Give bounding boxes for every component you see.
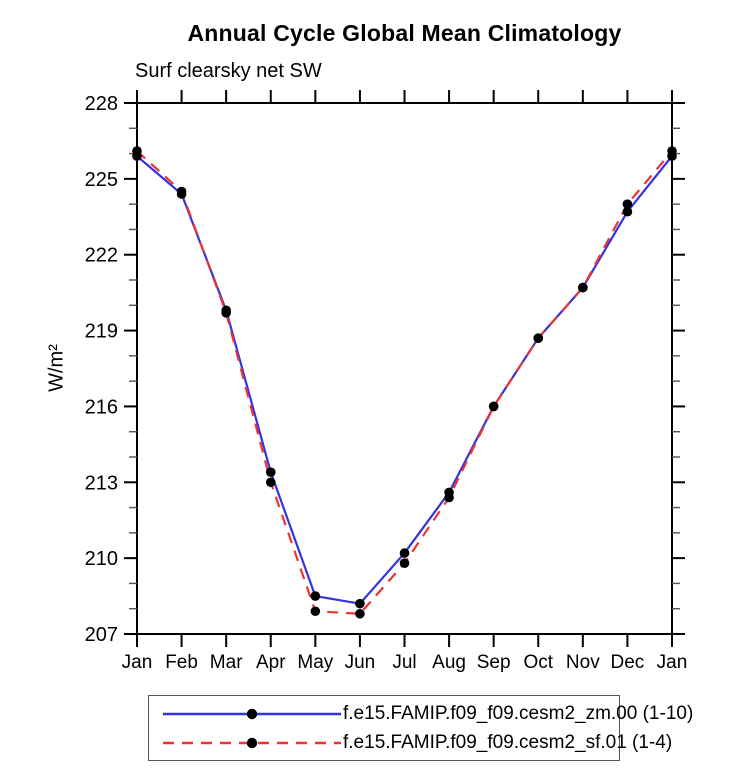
y-tick-label: 207 (85, 624, 118, 646)
x-tick-label: Oct (523, 652, 553, 673)
y-tick-label: 219 (85, 321, 118, 343)
series-line-0 (136, 155, 673, 605)
legend: f.e15.FAMIP.f09_f09.cesm2_zm.00 (1-10) f… (148, 695, 693, 761)
x-tick-label: Nov (566, 652, 600, 673)
series-line-1 (136, 150, 673, 615)
legend-row-sf01: f.e15.FAMIP.f09_f09.cesm2_sf.01 (1-4) (161, 729, 672, 756)
y-tick-label: 216 (85, 396, 118, 418)
data-marker-1 (533, 333, 544, 343)
data-marker-1 (265, 477, 276, 488)
data-marker-0 (399, 548, 410, 558)
y-tick-label: 225 (85, 169, 118, 191)
data-marker-0 (355, 598, 365, 609)
data-marker-1 (622, 199, 633, 209)
x-tick-label: Feb (165, 652, 198, 673)
x-tick-label: Jan (122, 652, 153, 673)
legend-line-solid-icon (163, 708, 341, 719)
data-marker-1 (578, 282, 588, 293)
data-marker-1 (132, 146, 142, 156)
x-tick-label: Aug (432, 652, 466, 673)
chart-title: Annual Cycle Global Mean Climatology (187, 20, 622, 46)
data-marker-0 (310, 591, 321, 601)
x-tick-label: Jan (657, 652, 688, 673)
chart-subtitle: Surf clearsky net SW (135, 60, 322, 82)
data-marker-0 (622, 206, 633, 217)
data-marker-1 (176, 186, 187, 197)
data-marker-1 (221, 308, 231, 318)
legend-row-zm00: f.e15.FAMIP.f09_f09.cesm2_zm.00 (1-10) (161, 700, 693, 727)
legend-label-zm00: f.e15.FAMIP.f09_f09.cesm2_zm.00 (1-10) (343, 702, 694, 724)
data-marker-1 (667, 146, 677, 156)
data-marker-0 (265, 467, 276, 477)
legend-label-sf01: f.e15.FAMIP.f09_f09.cesm2_sf.01 (1-4) (343, 731, 673, 753)
y-tick-label: 228 (85, 93, 118, 115)
x-tick-label: Dec (611, 652, 645, 673)
data-marker-1 (488, 401, 499, 412)
x-tick-label: Jul (392, 652, 416, 673)
x-tick-label: Jun (345, 652, 376, 673)
y-tick-label: 222 (85, 245, 118, 267)
data-marker-1 (444, 492, 454, 503)
y-tick-label: 213 (85, 472, 118, 494)
data-marker-1 (355, 608, 365, 619)
x-tick-label: May (297, 652, 333, 673)
x-tick-label: Apr (256, 652, 286, 673)
x-tick-label: Sep (477, 652, 511, 673)
x-tick-label: Mar (210, 652, 243, 673)
y-tick-label: 210 (85, 548, 118, 570)
data-marker-1 (399, 558, 410, 568)
data-marker-1 (310, 606, 321, 617)
legend-line-dashed-icon (163, 737, 341, 748)
